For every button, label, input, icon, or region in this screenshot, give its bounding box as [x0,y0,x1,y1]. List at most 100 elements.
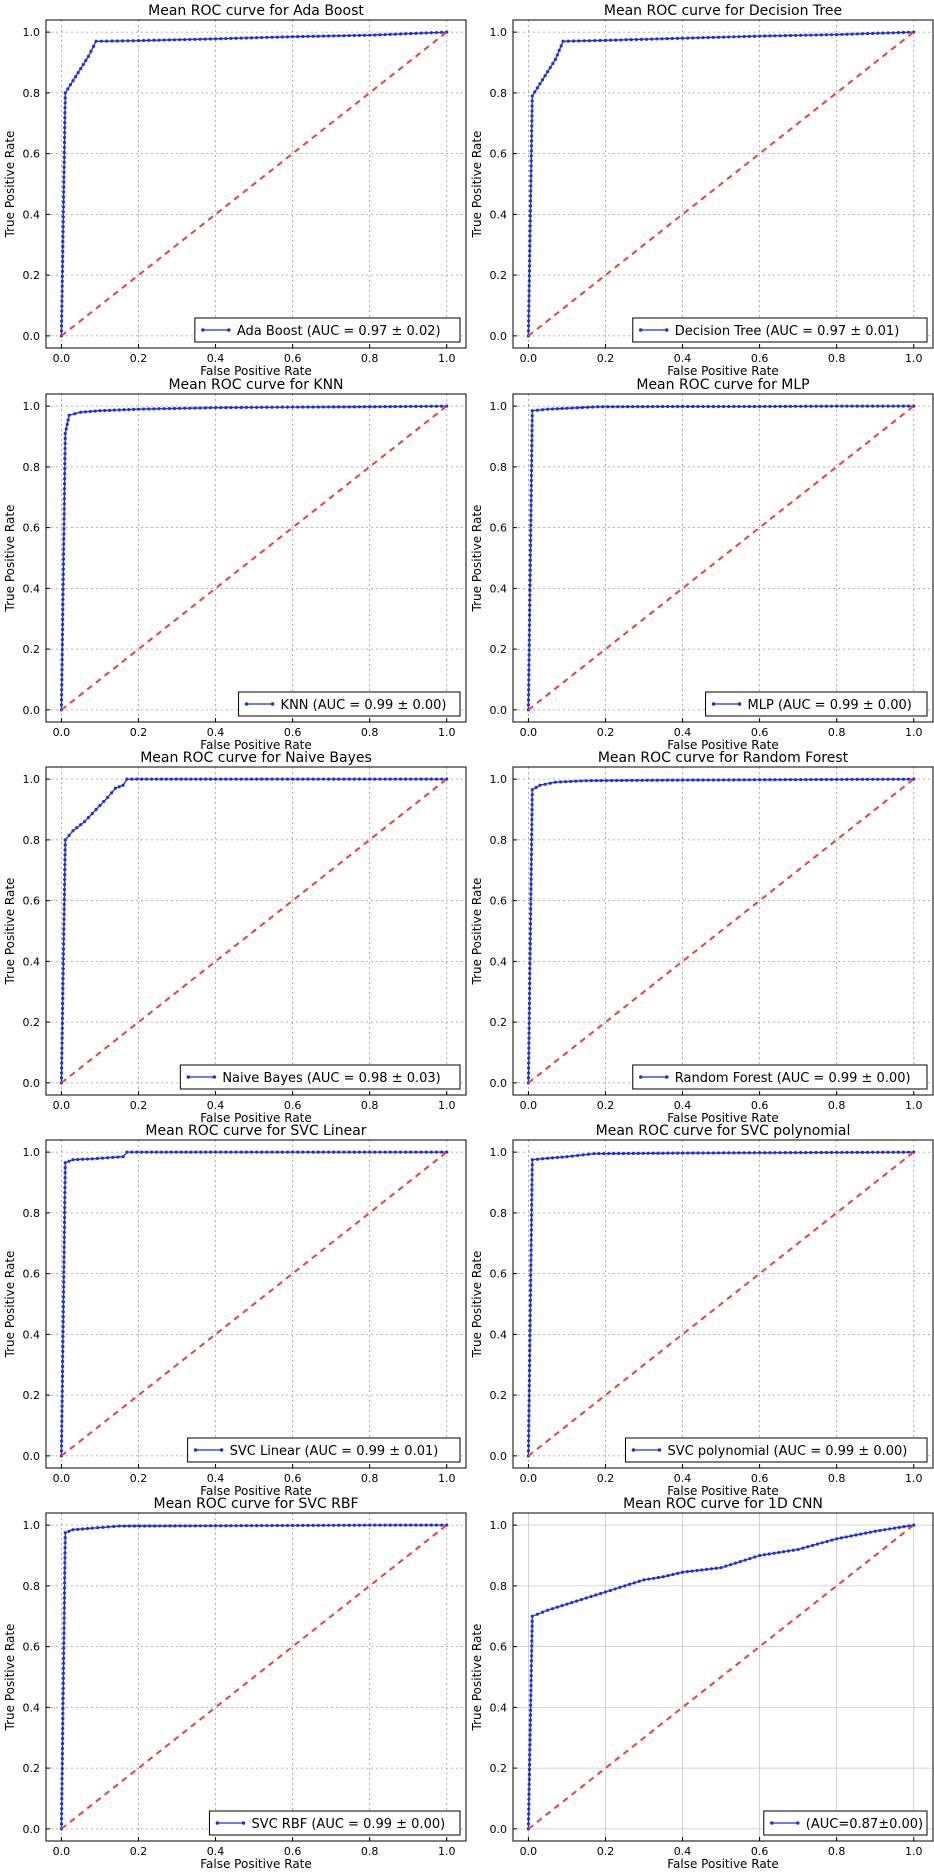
x-tick-label: 1.0 [905,1845,923,1858]
roc-point [892,1526,897,1530]
roc-point [581,1153,585,1157]
roc-point [393,1523,397,1527]
roc-point [174,1150,178,1154]
chance-line [60,778,448,1084]
roc-point [845,777,849,782]
roc-point [602,1151,606,1156]
roc-point [840,777,844,782]
y-axis-label: True Positive Rate [470,1251,484,1359]
roc-point [63,462,67,466]
roc-point [60,1384,64,1388]
roc-point [840,32,844,37]
roc-point [529,867,533,871]
roc-point [270,405,274,409]
roc-point [527,289,531,293]
roc-point [527,1399,531,1403]
roc-point [528,244,532,248]
roc-point [177,38,182,42]
roc-point [690,1569,694,1573]
y-tick-label: 0.6 [490,1641,508,1654]
roc-point [255,1523,259,1528]
roc-point [234,1524,238,1528]
roc-point [326,1150,331,1154]
roc-point [60,264,65,269]
roc-point [62,527,66,531]
roc-point [255,1150,259,1154]
roc-point [60,1792,64,1796]
roc-point [60,1394,64,1398]
roc-point [63,1576,67,1580]
axes-frame [45,19,467,349]
roc-point [388,1150,392,1154]
roc-point [722,778,726,782]
roc-point [326,34,331,38]
roc-point [793,1151,798,1155]
roc-point [804,1150,808,1155]
roc-point [855,777,859,781]
roc-point [799,777,803,782]
roc-point [631,405,635,409]
roc-point [94,807,98,812]
roc-point [799,33,803,37]
roc-point [855,404,859,408]
roc-point [527,319,531,323]
y-tick-label: 0.2 [490,269,508,282]
roc-point [529,488,533,493]
roc-point [819,777,823,782]
roc-panel: 0.0 0.2 0.4 0.6 0.8 1.00.00.20.40.60.81.0Mean… [3,1496,467,1871]
roc-point [81,62,85,67]
roc-point [393,777,397,781]
roc-point [529,194,533,198]
y-tick-label: 0.2 [23,643,41,656]
roc-point [244,36,248,40]
roc-point [61,1354,65,1359]
legend-marker [664,1075,669,1079]
roc-point [752,404,757,409]
roc-point [644,37,649,41]
roc-point [265,405,269,409]
x-tick-label: 0.4 [207,1845,225,1858]
y-tick-label: 1.0 [490,773,508,786]
roc-point [530,1163,534,1167]
roc-point [60,688,64,692]
roc-point [527,653,531,657]
roc-point [528,976,532,981]
roc-point [839,1536,844,1540]
roc-point [670,36,674,41]
roc-point [229,777,233,781]
roc-point [61,1320,65,1324]
roc-point [61,1706,65,1710]
roc-point [529,872,533,876]
x-tick-label: 1.0 [905,1099,923,1112]
roc-point [527,1051,531,1055]
roc-point [63,868,67,872]
roc-point [529,1213,534,1217]
roc-point [398,777,403,781]
roc-point [530,808,534,812]
roc-point [61,220,65,224]
roc-point [398,32,403,36]
roc-point [378,1150,382,1154]
x-tick-label: 0.2 [597,352,615,365]
roc-point [538,783,542,787]
roc-point [229,405,233,410]
roc-point [60,269,65,273]
roc-point [819,1150,823,1155]
roc-point [680,36,685,40]
roc-point [132,407,136,411]
roc-point [419,1150,423,1154]
roc-point [530,837,534,842]
roc-point [888,1527,892,1531]
roc-point [352,1150,356,1154]
roc-point [157,407,161,411]
roc-point [275,777,279,781]
roc-point [840,404,844,408]
roc-point [60,647,64,652]
legend-marker [241,1821,246,1825]
x-tick-label: 0.6 [751,1099,769,1112]
x-tick-label: 0.0 [53,726,71,739]
roc-point [529,533,533,537]
roc-point [529,179,533,183]
roc-point [661,1575,665,1579]
roc-point [528,214,532,218]
